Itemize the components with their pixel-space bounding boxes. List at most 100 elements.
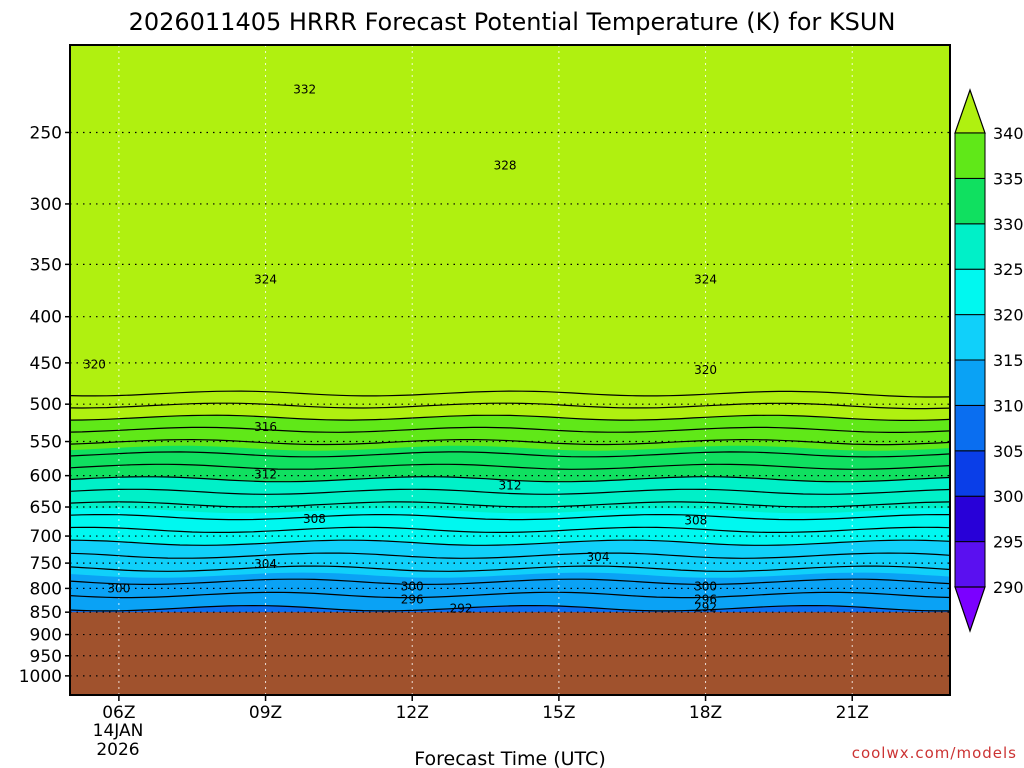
isentrope-324 [70,514,950,521]
contour-label-text: 320 [83,358,106,372]
colorbar-extend-max [954,88,986,134]
isentrope-316 [70,565,950,572]
isentrope-312 [70,591,950,599]
x-tick-label: 21Z [836,703,869,723]
x-tick-label: 12Z [396,703,429,723]
colorbar-cell [954,541,986,588]
colorbar-label: 320 [993,306,1024,325]
contour-label: 304 [254,557,277,571]
ground-fill [70,612,950,695]
contour-label-text: 324 [694,273,717,287]
contour-label-text: 328 [494,159,517,173]
y-tick-label: 400 [30,308,62,328]
isentrope-332 [70,463,950,470]
colorbar-cell [954,450,986,497]
colorbar-cell [954,268,986,316]
y-axis: 250 300 350 400 450 500 550 600 650 700 750 800 850 9… [19,123,70,687]
y-tick-label: 600 [30,467,62,487]
y-tick-label: 750 [30,554,62,574]
contour-label-text: 304 [254,557,277,571]
contour-label: 300 [107,581,130,595]
colorbar-cell [954,177,986,225]
isentrope-310 [70,604,950,612]
chart-title: 2026011405 HRRR Forecast Potential Tempe… [129,8,896,36]
colorbar-label: 315 [993,351,1024,370]
isentrope-320 [70,539,950,546]
contour-label-text: 316 [254,420,277,434]
contour-label-text: 324 [254,273,277,287]
band-340 [70,45,950,421]
contour-label-text: 312 [254,467,277,481]
contour-label: 300 [401,579,424,593]
x-tick-label: 15Z [542,703,575,723]
y-tick-label: 650 [30,498,62,518]
y-tick-label: 250 [30,123,62,143]
contour-label-text: 292 [450,601,473,615]
y-tick-label: 1000 [19,667,62,687]
contour-label: 296 [401,593,424,607]
colorbar-label: 290 [993,578,1024,597]
y-tick-label: 500 [30,395,62,415]
contour-label: 324 [254,273,277,287]
contour-label: 328 [494,159,517,173]
colorbar-label: 310 [993,396,1024,415]
isentrope-318 [70,552,950,559]
colorbar-cell [954,223,986,270]
y-tick-label: 300 [30,195,62,215]
contour-label: 312 [254,467,277,481]
isentropes [70,390,950,612]
x-tick-label: 09Z [249,703,282,723]
isentrope-314 [70,578,950,586]
contour-label-text: 292 [694,601,717,615]
contour-label: 292 [694,601,717,615]
contour-label: 296 [694,593,717,607]
x-date-label-year: 2026 [96,740,139,760]
y-tick-label: 950 [30,647,62,667]
contour-label-text: 332 [293,82,316,96]
colorbar-label: 330 [993,215,1024,234]
isentrope-344 [70,390,950,398]
colorbar-label: 300 [993,487,1024,506]
colorbar-label: 325 [993,260,1024,279]
contour-label: 304 [587,550,610,564]
contour-label-text: 312 [499,478,522,492]
colorbar-cell [954,314,986,361]
isentrope-342 [70,402,950,410]
isentrope-336 [70,438,950,446]
x-tick-label: 06Z [102,703,135,723]
contour-label: 292 [450,601,473,615]
y-tick-label: 450 [30,354,62,374]
colorbar-label: 335 [993,169,1024,188]
contour-label: 300 [694,579,717,593]
contour-label-text: 300 [107,581,130,595]
contour-label: 308 [303,512,326,526]
y-tick-label: 900 [30,626,62,646]
contour-labels: 332 328 324 324 320 320 316 312 312 308 308 304 304 3… [83,82,717,615]
y-tick-label: 850 [30,603,62,623]
credit-text: coolwx.com/models [852,744,1017,762]
isentrope-322 [70,526,950,533]
y-tick-label: 550 [30,433,62,453]
contour-label-text: 296 [694,593,717,607]
x-axis-label: Forecast Time (UTC) [414,748,605,768]
colorbar-label: 305 [993,442,1024,461]
contour-label-text: 300 [401,579,424,593]
contour-label-text: 300 [694,579,717,593]
isentrope-328 [70,488,950,495]
contour-label: 308 [684,514,707,528]
x-date-label-day: 14JAN [93,721,144,741]
isentrope-340 [70,414,950,421]
plot-frame [69,44,951,696]
isentrope-326 [70,501,950,508]
isentrope-334 [70,451,950,458]
contour-label-text: 308 [303,512,326,526]
y-tick-label: 700 [30,527,62,547]
contour-label-text: 308 [684,514,707,528]
contour-label-text: 320 [694,363,717,377]
grid-lines [70,45,950,695]
colorbar-cell [954,359,986,406]
y-tick-label: 800 [30,579,62,599]
contour-label: 324 [694,273,717,287]
colorbar: 290 295 300 305 310 315 320 325 330 335 340 [954,88,1024,633]
